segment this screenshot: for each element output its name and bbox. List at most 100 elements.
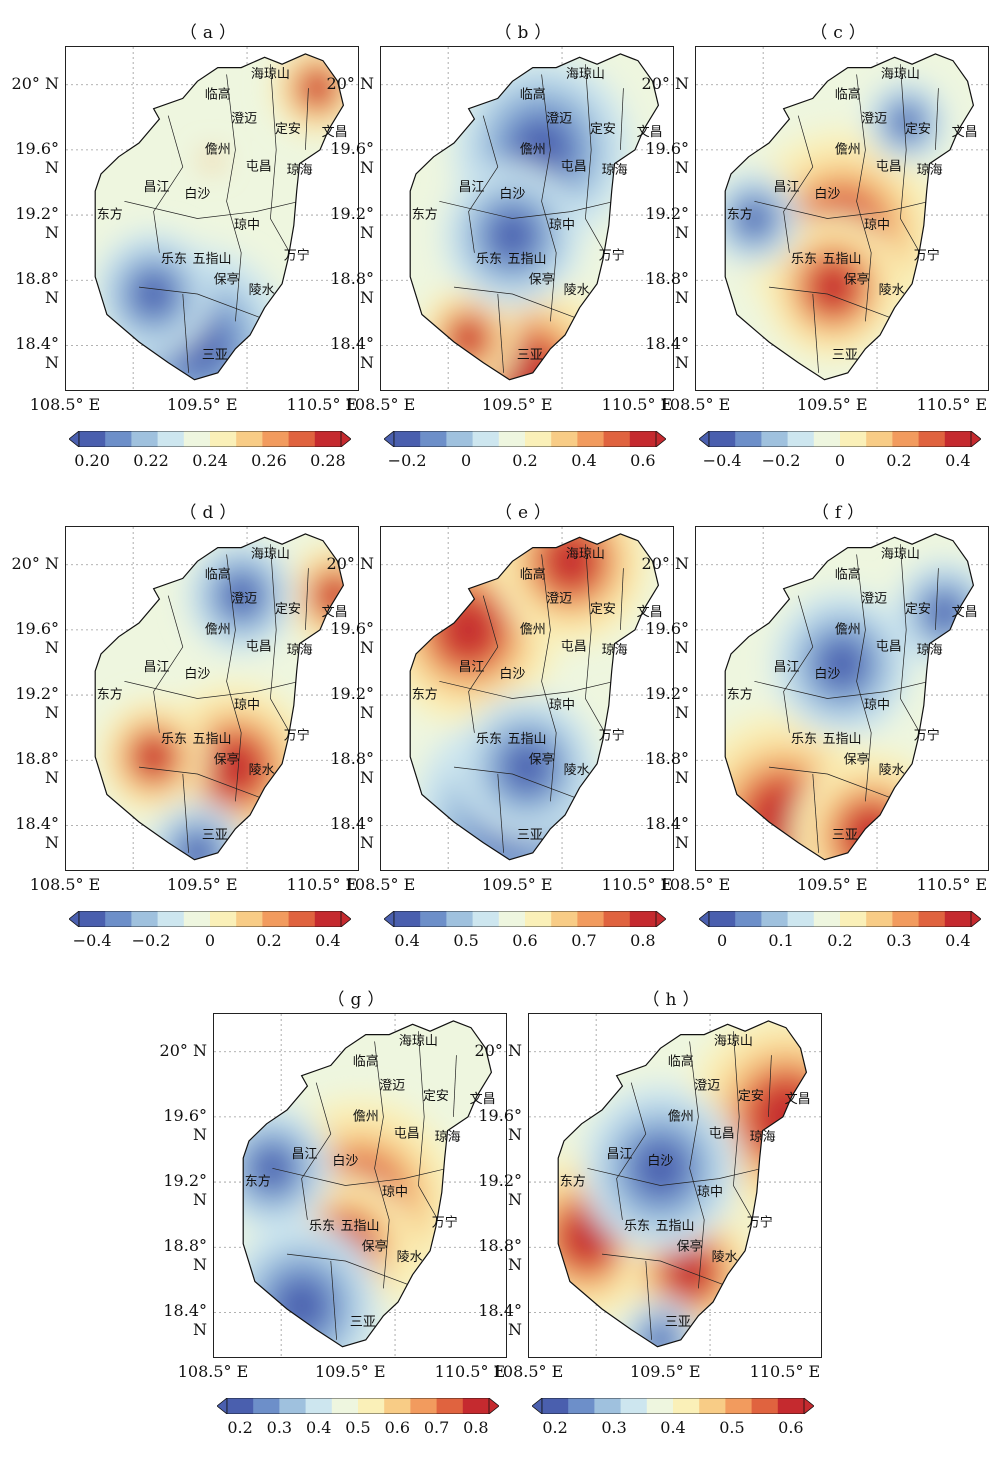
- colorbar-swatch: [866, 911, 893, 927]
- colorbar-swatch: [551, 431, 578, 447]
- colorbar-swatch: [761, 431, 789, 447]
- city-label: 澄迈: [231, 592, 257, 607]
- city-label: 白沙: [499, 186, 525, 202]
- colorbar-tick-label: 0.2: [827, 931, 853, 950]
- city-label: 陵水: [712, 1250, 738, 1265]
- colorbar-tick-label: 0.6: [778, 1418, 804, 1437]
- colorbar-tick-label: 0.20: [74, 451, 110, 470]
- city-label: 琼海: [602, 163, 628, 178]
- city-label: 琼中: [234, 698, 260, 713]
- city-label: 琼中: [864, 698, 890, 713]
- city-label: 三亚: [665, 1315, 691, 1330]
- colorbar-swatch: [79, 431, 106, 447]
- city-label: 三亚: [517, 828, 543, 843]
- colorbar-swatch: [525, 911, 552, 927]
- colorbar-tick-label: 0.7: [571, 931, 597, 950]
- city-label: 陵水: [249, 283, 275, 298]
- x-tick-label: 109.5° E: [481, 875, 553, 894]
- y-tick-label: 18.4° N: [330, 814, 374, 853]
- colorbar-swatch: [551, 911, 578, 927]
- x-tick-label: 108.5° E: [29, 395, 101, 414]
- boundary-line: [330, 1260, 337, 1340]
- y-tick-label: 19.2° N: [163, 1171, 207, 1210]
- colorbar-swatch: [918, 911, 946, 927]
- colorbar-tick-label: 0.4: [660, 1418, 686, 1437]
- colorbar-swatch: [446, 911, 474, 927]
- colorbar-tick-label: 0.22: [133, 451, 169, 470]
- colorbar-swatch: [105, 431, 132, 447]
- y-tick-label: 20° N: [159, 1040, 207, 1060]
- boundary-line: [812, 773, 819, 853]
- warm-blob: [303, 74, 331, 103]
- city-label: 临高: [835, 566, 861, 582]
- colorbar: [217, 1398, 499, 1414]
- colorbar-tick-label: 0: [460, 451, 472, 470]
- panel-title: （f）: [811, 503, 871, 523]
- city-label: 海琼山: [251, 547, 290, 562]
- colorbar-tick-label: −0.4: [702, 451, 742, 470]
- city-label: 白沙: [184, 186, 210, 202]
- y-tick-label: 19.6° N: [330, 618, 374, 657]
- boundary-line: [754, 680, 930, 699]
- colorbar-swatch: [777, 1398, 805, 1414]
- city-label: 万宁: [432, 1215, 458, 1231]
- colorbar-tick-label: 0.3: [601, 1418, 627, 1437]
- island-outline: [409, 533, 660, 861]
- city-label: 儋州: [205, 622, 231, 637]
- boundary-line: [439, 200, 615, 219]
- colorbar-swatch: [944, 911, 972, 927]
- city-label: 乐东: [161, 732, 187, 747]
- colorbar-border: [541, 1398, 805, 1414]
- colorbar-swatch: [840, 911, 867, 927]
- boundary-line: [138, 286, 271, 322]
- warm-blob: [564, 1212, 611, 1262]
- colorbar-tick-label: −0.2: [131, 931, 171, 950]
- y-tick-label: 20° N: [326, 553, 374, 573]
- y-tick-label: 19.2° N: [330, 204, 374, 243]
- colorbar-swatch: [646, 1398, 674, 1414]
- colorbar-swatch: [394, 431, 421, 447]
- city-label: 海琼山: [399, 1034, 438, 1049]
- boundary-line: [226, 74, 242, 322]
- city-label: 定安: [905, 602, 931, 617]
- city-label: 白沙: [647, 1153, 673, 1169]
- city-label: 昌江: [606, 1147, 632, 1162]
- city-label: 澄迈: [861, 112, 887, 127]
- city-label: 三亚: [350, 1315, 376, 1330]
- city-label: 定安: [905, 122, 931, 137]
- city-label: 昌江: [143, 660, 169, 675]
- boundary-line: [374, 1041, 390, 1289]
- colorbar-tick-label: 0.2: [886, 451, 912, 470]
- y-tick-label: 18.8° N: [163, 1236, 207, 1275]
- boundary-line: [587, 1167, 763, 1186]
- city-label: 澄迈: [861, 592, 887, 607]
- y-tick-label: 18.8° N: [330, 749, 374, 788]
- city-label: 昌江: [143, 180, 169, 195]
- cool-blob: [506, 745, 548, 789]
- cool-blob: [278, 1280, 325, 1331]
- map-frame: 海琼山 临高 澄迈 定安 文昌 儋州 琼海 屯昌 昌江 白沙 东方 琼中 万宁 乐东 五指山 保亭 陵水 三亚: [528, 1013, 822, 1358]
- x-tick-label: 109.5° E: [166, 395, 238, 414]
- colorbar-swatch: [498, 911, 526, 927]
- city-label: 海琼山: [566, 547, 605, 562]
- county-boundaries: [439, 64, 624, 373]
- city-label: 儋州: [520, 622, 546, 637]
- boundary-line: [585, 544, 610, 740]
- y-tick-label: 20° N: [474, 1040, 522, 1060]
- colorbar-border: [708, 911, 972, 927]
- colorbar-tick-label: 0.4: [394, 931, 420, 950]
- field: [243, 1020, 492, 1347]
- colorbar-tick-label: 0.3: [886, 931, 912, 950]
- city-label: 白沙: [814, 186, 840, 202]
- colorbar-tick-label: 0.28: [310, 451, 346, 470]
- map-frame: 海琼山 临高 澄迈 定安 文昌 儋州 琼海 屯昌 昌江 白沙 东方 琼中 万宁 乐东 五指山 保亭 陵水 三亚: [695, 526, 989, 871]
- city-label: 五指山: [192, 252, 231, 267]
- city-label: 万宁: [599, 728, 625, 744]
- city-label: 琼中: [382, 1185, 408, 1200]
- colorbar-swatch: [892, 431, 920, 447]
- cool-blob: [637, 1143, 684, 1194]
- y-tick-label: 18.8° N: [330, 269, 374, 308]
- boundary-line: [272, 1167, 448, 1186]
